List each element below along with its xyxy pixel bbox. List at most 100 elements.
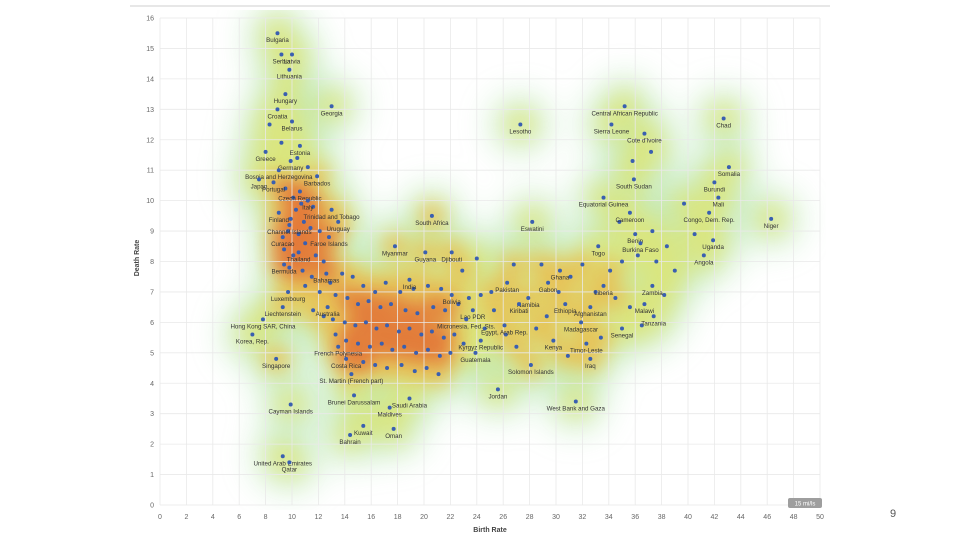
data-point[interactable] — [495, 387, 500, 392]
data-point[interactable] — [423, 250, 428, 255]
data-point[interactable] — [664, 244, 669, 249]
data-point[interactable] — [333, 332, 338, 337]
data-point[interactable] — [407, 326, 412, 331]
data-point[interactable] — [568, 274, 573, 279]
data-point[interactable] — [398, 289, 403, 294]
data-point[interactable] — [291, 253, 296, 258]
data-point[interactable] — [385, 366, 390, 371]
data-point[interactable] — [503, 332, 508, 337]
data-point[interactable] — [622, 104, 627, 109]
data-point[interactable] — [279, 52, 284, 57]
data-point[interactable] — [296, 232, 301, 237]
data-point[interactable] — [276, 210, 281, 215]
data-point[interactable] — [373, 362, 378, 367]
data-point[interactable] — [352, 393, 357, 398]
data-point[interactable] — [275, 107, 280, 112]
data-point[interactable] — [608, 268, 613, 273]
data-point[interactable] — [344, 338, 349, 343]
data-point[interactable] — [336, 344, 341, 349]
data-point[interactable] — [373, 289, 378, 294]
data-point[interactable] — [672, 268, 677, 273]
data-point[interactable] — [526, 296, 531, 301]
data-point[interactable] — [326, 235, 331, 240]
data-point[interactable] — [300, 268, 305, 273]
data-point[interactable] — [726, 165, 731, 170]
data-point[interactable] — [402, 344, 407, 349]
data-point[interactable] — [617, 219, 622, 224]
data-point[interactable] — [257, 177, 261, 182]
data-point[interactable] — [441, 335, 446, 340]
data-point[interactable] — [613, 296, 618, 301]
data-point[interactable] — [286, 229, 291, 234]
data-point[interactable] — [313, 253, 318, 258]
data-point[interactable] — [282, 247, 287, 252]
data-point[interactable] — [280, 305, 285, 310]
data-point[interactable] — [701, 253, 706, 258]
data-point[interactable] — [456, 302, 461, 307]
data-point[interactable] — [295, 156, 300, 161]
data-point[interactable] — [356, 341, 360, 346]
data-point[interactable] — [387, 405, 392, 410]
data-point[interactable] — [650, 283, 655, 288]
data-point[interactable] — [303, 283, 308, 288]
data-point[interactable] — [396, 329, 401, 334]
data-point[interactable] — [348, 432, 353, 437]
data-point[interactable] — [321, 314, 326, 319]
data-point[interactable] — [593, 289, 598, 294]
data-point[interactable] — [288, 216, 293, 221]
data-point[interactable] — [412, 369, 417, 374]
data-point[interactable] — [276, 168, 281, 173]
data-point[interactable] — [296, 250, 301, 255]
data-point[interactable] — [407, 277, 412, 282]
data-point[interactable] — [452, 332, 457, 337]
data-point[interactable] — [551, 338, 556, 343]
data-point[interactable] — [692, 232, 697, 237]
data-point[interactable] — [482, 326, 487, 331]
data-point[interactable] — [309, 274, 314, 279]
data-point[interactable] — [274, 356, 279, 361]
data-point[interactable] — [712, 180, 717, 185]
data-point[interactable] — [260, 317, 265, 322]
data-point[interactable] — [267, 122, 272, 127]
data-point[interactable] — [588, 356, 593, 361]
data-point[interactable] — [321, 259, 326, 264]
data-point[interactable] — [511, 262, 516, 267]
data-point[interactable] — [374, 326, 379, 331]
data-point[interactable] — [449, 292, 454, 297]
data-point[interactable] — [324, 271, 329, 276]
data-point[interactable] — [288, 159, 293, 164]
data-point[interactable] — [620, 259, 624, 264]
data-point[interactable] — [473, 350, 478, 355]
data-point[interactable] — [330, 317, 335, 322]
data-point[interactable] — [502, 323, 507, 328]
data-point[interactable] — [361, 423, 366, 428]
data-point[interactable] — [470, 308, 475, 313]
data-point[interactable] — [649, 149, 654, 154]
data-point[interactable] — [250, 332, 255, 337]
data-point[interactable] — [305, 198, 310, 203]
data-point[interactable] — [342, 320, 347, 325]
data-point[interactable] — [517, 302, 522, 307]
data-point[interactable] — [336, 219, 341, 224]
data-point[interactable] — [505, 280, 510, 285]
data-point[interactable] — [286, 289, 291, 294]
data-point[interactable] — [353, 323, 358, 328]
data-point[interactable] — [769, 216, 774, 221]
data-point[interactable] — [539, 262, 544, 267]
data-point[interactable] — [711, 238, 716, 243]
data-point[interactable] — [297, 143, 302, 148]
data-point[interactable] — [431, 305, 436, 310]
data-point[interactable] — [366, 299, 371, 304]
data-point[interactable] — [530, 219, 535, 224]
data-point[interactable] — [280, 235, 285, 240]
data-point[interactable] — [290, 52, 294, 57]
data-point[interactable] — [329, 207, 334, 212]
data-point[interactable] — [333, 292, 338, 297]
data-point[interactable] — [415, 311, 420, 316]
data-point[interactable] — [707, 210, 712, 215]
data-point[interactable] — [436, 372, 441, 377]
data-point[interactable] — [642, 302, 647, 307]
data-point[interactable] — [383, 280, 388, 285]
data-point[interactable] — [293, 207, 298, 212]
data-point[interactable] — [654, 259, 659, 264]
